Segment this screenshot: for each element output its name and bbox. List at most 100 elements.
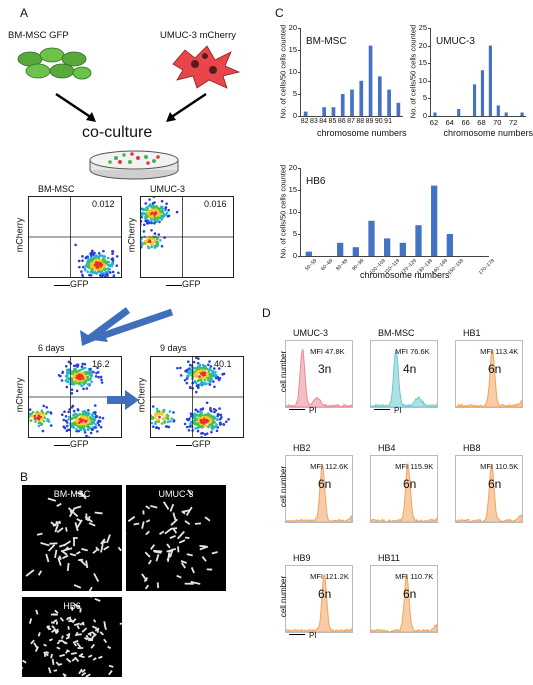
y-tick-label: 10 bbox=[288, 67, 297, 76]
y-tick-label: 20 bbox=[288, 163, 297, 172]
x-tick-label: 64 bbox=[445, 118, 454, 127]
histogram-mfi: MFI 113.4K bbox=[480, 347, 519, 356]
y-tick bbox=[298, 168, 300, 169]
x-tick-label: 68 bbox=[477, 118, 486, 127]
flow-plot-x-arrow bbox=[176, 445, 192, 446]
y-tick bbox=[428, 116, 430, 117]
bar-chart-plot-area bbox=[300, 28, 403, 117]
y-tick bbox=[428, 63, 430, 65]
histogram-ploidy: 4n bbox=[403, 362, 417, 376]
bar-chart-xlabel: chromosome numbers bbox=[360, 270, 450, 280]
flow-plot bbox=[140, 196, 234, 278]
histogram-ylabel: cell number bbox=[279, 350, 289, 393]
y-tick-label: 15 bbox=[418, 58, 427, 68]
flow-plot-title: BM-MSC bbox=[38, 184, 75, 194]
histogram-plot bbox=[370, 565, 438, 633]
bar-chart-title: HB6 bbox=[306, 176, 326, 187]
bar bbox=[488, 45, 492, 116]
bar bbox=[337, 242, 344, 256]
bar bbox=[368, 220, 375, 256]
bar bbox=[331, 107, 336, 116]
bar bbox=[340, 94, 345, 116]
y-tick-label: 10 bbox=[288, 207, 297, 216]
bar bbox=[520, 112, 524, 116]
karyotype-hb6-label: HB6 bbox=[63, 601, 81, 611]
histogram-xlabel: PI bbox=[309, 631, 317, 640]
x-tick-label: 66 bbox=[461, 118, 470, 127]
flow-plot-xlabel: GFP bbox=[192, 439, 211, 449]
panel-a-label: A bbox=[20, 6, 29, 20]
histogram-plot bbox=[370, 455, 438, 523]
x-tick-label: 80~89 bbox=[335, 258, 350, 273]
flow-plot bbox=[28, 196, 122, 278]
histogram-title: HB11 bbox=[378, 553, 400, 563]
bar bbox=[433, 112, 437, 116]
bar-chart-plot-area bbox=[300, 168, 489, 257]
flow-plot-ylabel: mCherry bbox=[126, 217, 137, 253]
y-tick-label: 15 bbox=[288, 45, 297, 54]
histogram-ploidy: 6n bbox=[403, 477, 417, 491]
panel-c-label: C bbox=[275, 6, 284, 20]
karyotype-umuc3-label: UMUC-3 bbox=[158, 489, 194, 499]
histogram-ploidy: 6n bbox=[488, 362, 502, 376]
y-tick-label: 25 bbox=[418, 23, 427, 32]
histogram-mfi: MFI 110.7K bbox=[395, 572, 434, 581]
flow-plot-x-arrow bbox=[166, 285, 182, 286]
flow-plot-quadrant-value: 16.2 bbox=[92, 359, 110, 369]
x-tick-label: 86 bbox=[337, 118, 346, 125]
flow-plot-quadrant-value: 0.016 bbox=[204, 199, 227, 209]
flow-plot-quadrant-value: 0.012 bbox=[92, 199, 115, 209]
umuc3-mcherry-label: UMUC-3 mCherry bbox=[160, 30, 236, 41]
histogram-mfi: MFI 115.9K bbox=[395, 462, 434, 471]
x-tick-label: 70 bbox=[493, 118, 502, 127]
histogram-plot bbox=[285, 565, 353, 633]
bar bbox=[305, 251, 312, 256]
histogram-xlabel: PI bbox=[309, 406, 317, 415]
y-tick-label: 0 bbox=[292, 251, 297, 260]
y-tick-label: 5 bbox=[422, 93, 427, 103]
bar-chart-xlabel: chromosome numbers bbox=[443, 128, 533, 138]
y-tick-label: 5 bbox=[292, 89, 297, 98]
x-tick-label: 84 bbox=[319, 118, 328, 125]
bar-chart-ylabel: No. of cells/50 cells counted bbox=[278, 164, 288, 259]
histogram-title: HB8 bbox=[463, 443, 481, 453]
histogram-ylabel: cell number bbox=[279, 575, 289, 618]
histogram-ploidy: 6n bbox=[318, 477, 332, 491]
bar-chart-title: UMUC-3 bbox=[436, 36, 475, 47]
culture-dish-illustration bbox=[89, 150, 179, 180]
karyotype-umuc3-image: UMUC-3 bbox=[126, 485, 226, 591]
bar bbox=[431, 185, 438, 256]
bar bbox=[322, 107, 327, 116]
histogram-plot bbox=[455, 340, 523, 408]
x-tick-label: 50~59 bbox=[303, 258, 319, 273]
bar bbox=[352, 247, 359, 256]
histogram-ylabel: cell number bbox=[279, 465, 289, 508]
bar bbox=[384, 238, 391, 256]
histogram-xlabel: PI bbox=[394, 406, 402, 415]
histogram-ploidy: 6n bbox=[488, 477, 502, 491]
histogram-x-arrow bbox=[289, 634, 305, 635]
bar bbox=[446, 234, 453, 256]
y-tick bbox=[428, 28, 430, 29]
histogram-title: HB9 bbox=[293, 553, 311, 563]
bar bbox=[396, 102, 401, 116]
y-tick bbox=[428, 80, 430, 82]
bar-chart-xlabel: chromosome numbers bbox=[317, 128, 407, 138]
histogram-plot bbox=[370, 340, 438, 408]
bar bbox=[472, 84, 477, 116]
histogram-mfi: MFI 121.2K bbox=[310, 572, 349, 581]
flow-plot bbox=[150, 356, 244, 438]
bar bbox=[480, 70, 485, 116]
y-tick-label: 20 bbox=[418, 40, 427, 50]
gfp-cells-illustration bbox=[17, 47, 92, 80]
flow-plot-xlabel: GFP bbox=[70, 439, 89, 449]
panel-b-label: B bbox=[20, 470, 29, 484]
histogram-plot bbox=[455, 455, 523, 523]
flow-plot-xlabel: GFP bbox=[182, 279, 201, 289]
histogram-plot bbox=[285, 340, 353, 408]
x-tick-label: 83 bbox=[310, 118, 318, 125]
karyotype-bmmsc-label: BM-MSC bbox=[53, 489, 91, 499]
flow-plot-title: UMUC-3 bbox=[150, 184, 185, 194]
histogram-mfi: MFI 110.5K bbox=[480, 462, 519, 471]
bmmsc-gfp-label: BM-MSC GFP bbox=[8, 30, 69, 41]
